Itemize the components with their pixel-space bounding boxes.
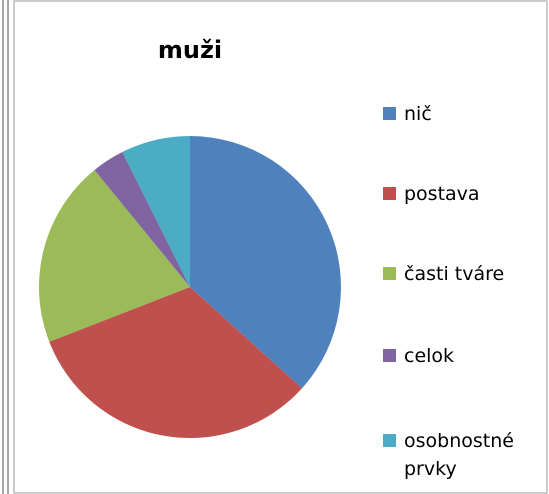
pie-slice xyxy=(122,136,190,287)
chart-title: muži xyxy=(157,36,223,64)
legend-swatch xyxy=(383,349,396,362)
pie-slice xyxy=(39,170,191,342)
pie-slice xyxy=(94,152,190,287)
pie xyxy=(39,136,342,438)
legend-swatch xyxy=(383,434,396,447)
chart-frame xyxy=(13,0,548,494)
legend-label: časti tváre xyxy=(404,263,505,285)
legend-swatch xyxy=(383,267,396,280)
legend-swatch xyxy=(383,107,396,120)
legend-label: nič xyxy=(404,103,432,125)
legend-swatch xyxy=(383,187,396,200)
legend-label: osobnostné prvky xyxy=(404,430,514,480)
pie-slice xyxy=(190,136,342,389)
pie-slice xyxy=(49,287,303,438)
legend-label: celok xyxy=(404,345,455,367)
legend-label: postava xyxy=(404,183,480,205)
